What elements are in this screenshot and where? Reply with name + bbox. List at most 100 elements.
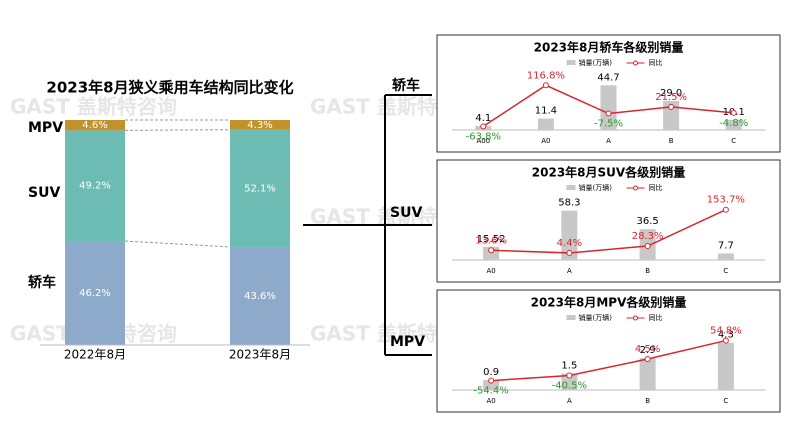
value-label: -54.4% xyxy=(473,386,508,397)
bracket-label: MPV xyxy=(390,334,425,350)
line-point xyxy=(644,243,651,250)
value-label: 58.3 xyxy=(558,198,580,209)
value-label: 4.6% xyxy=(82,120,107,131)
x-tick-label: A xyxy=(567,267,572,275)
bar xyxy=(717,342,734,390)
line-point xyxy=(668,103,675,110)
line-point xyxy=(542,82,549,89)
legend-swatch xyxy=(566,315,576,320)
value-label: 7.7 xyxy=(718,240,734,251)
value-label: 4.3 xyxy=(718,330,734,341)
x-tick-label: C xyxy=(723,267,728,275)
legend-label: 销量(万辆) xyxy=(579,183,613,192)
bracket-label: 轿车 xyxy=(392,77,420,94)
value-label: 4.5% xyxy=(635,344,660,355)
x-tick-label: A0 xyxy=(541,137,550,145)
value-label: -7.5% xyxy=(594,119,623,130)
line xyxy=(491,209,727,254)
chart-title: 2023年8月SUV各级别销量 xyxy=(532,165,685,180)
bar xyxy=(639,358,656,390)
bar xyxy=(717,253,734,260)
x-tick-label: C xyxy=(723,397,728,405)
series-label: SUV xyxy=(28,185,60,201)
chart-title: 2023年8月MPV各级别销量 xyxy=(531,295,687,310)
bar xyxy=(725,119,742,130)
value-label: -63.8% xyxy=(466,131,501,142)
value-label: 36.5 xyxy=(636,216,658,227)
legend-swatch xyxy=(633,315,638,321)
legend-label: 销量(万辆) xyxy=(579,313,613,322)
bar-segment xyxy=(230,129,290,247)
x-tick-label: A xyxy=(606,137,611,145)
value-label: 15.52 xyxy=(477,234,506,245)
bar xyxy=(483,380,500,390)
value-label: -40.5% xyxy=(552,381,587,392)
line xyxy=(491,339,727,382)
value-label: 153.7% xyxy=(707,195,745,206)
connector xyxy=(124,240,231,248)
legend-label: 同比 xyxy=(649,313,663,322)
x-tick-label: A00 xyxy=(476,137,490,145)
value-label: 29.0 xyxy=(660,88,682,99)
value-label: 44.7 xyxy=(597,72,619,83)
line-point xyxy=(605,110,612,117)
legend-label: 销量(万辆) xyxy=(579,58,613,67)
value-label: 13.6% xyxy=(475,235,507,246)
value-label: 49.2% xyxy=(79,181,111,192)
value-label: 54.8% xyxy=(710,326,742,337)
bar-segment xyxy=(65,241,125,345)
value-label: 0.9 xyxy=(483,367,499,378)
value-label: 11.4 xyxy=(535,106,557,117)
bar-segment xyxy=(230,246,290,345)
line-point xyxy=(730,109,737,116)
legend-label: 同比 xyxy=(649,58,663,67)
watermark: GAST 盖斯特咨询 xyxy=(10,95,177,119)
x-tick-label: A0 xyxy=(487,397,496,405)
line-point xyxy=(566,372,573,379)
value-label: 4.3% xyxy=(247,120,272,131)
connector xyxy=(124,129,231,131)
bar xyxy=(600,85,617,130)
value-label: 52.1% xyxy=(244,183,276,194)
line-point xyxy=(488,377,495,384)
panel xyxy=(436,159,781,283)
value-label: 1.5 xyxy=(561,361,577,372)
bracket xyxy=(303,94,432,356)
line-point xyxy=(644,356,651,363)
x-tick-label: B xyxy=(645,397,650,405)
x-tick-label: 2022年8月 xyxy=(64,348,126,362)
chart-title: 2023年8月狭义乘用车结构同比变化 xyxy=(46,79,293,97)
bar-segment xyxy=(230,120,290,130)
line-point xyxy=(722,206,729,213)
legend-swatch xyxy=(566,60,576,65)
chart-title: 2023年8月轿车各级别销量 xyxy=(534,40,684,55)
line-point xyxy=(722,337,729,344)
value-label: 21.5% xyxy=(655,92,687,103)
bar xyxy=(561,210,578,260)
x-tick-label: B xyxy=(669,137,674,145)
bracket-label: SUV xyxy=(390,205,422,221)
x-tick-label: B xyxy=(645,267,650,275)
bar-segment xyxy=(65,130,125,242)
bar xyxy=(561,373,578,390)
legend-swatch xyxy=(633,60,638,66)
value-label: 2.9 xyxy=(640,345,656,356)
legend-label: 同比 xyxy=(649,183,663,192)
value-label: 43.6% xyxy=(244,291,276,302)
value-label: 46.2% xyxy=(79,288,111,299)
line-point xyxy=(566,249,573,256)
series-label: 轿车 xyxy=(28,274,56,291)
line-point xyxy=(488,247,495,254)
value-label: 4.4% xyxy=(557,238,582,249)
x-tick-label: C xyxy=(731,137,736,145)
x-tick-label: A xyxy=(567,397,572,405)
x-tick-label: A0 xyxy=(487,267,496,275)
bar xyxy=(537,118,554,130)
bar-segment xyxy=(65,120,125,131)
value-label: 28.3% xyxy=(632,231,664,242)
x-tick-label: 2023年8月 xyxy=(229,348,291,362)
value-label: 116.8% xyxy=(527,70,565,81)
series-label: MPV xyxy=(28,120,63,136)
value-label: 4.1 xyxy=(475,113,491,124)
